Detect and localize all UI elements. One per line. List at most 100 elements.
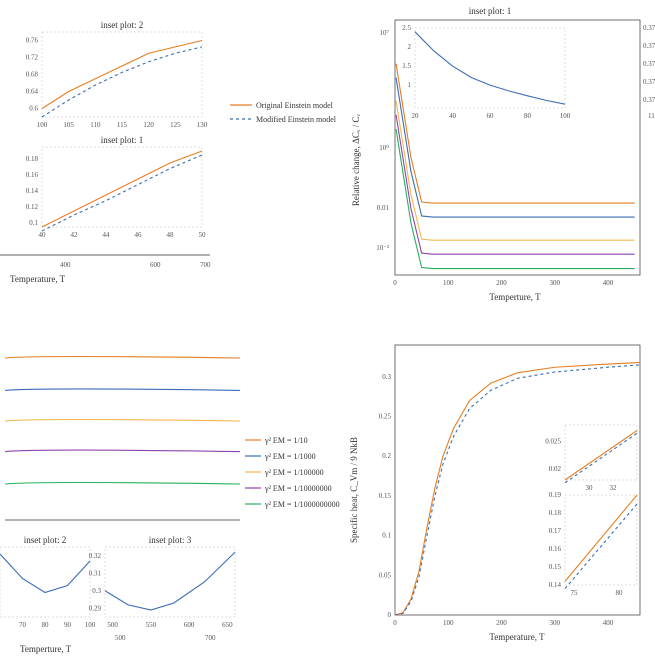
svg-text:20: 20 bbox=[412, 112, 420, 120]
svg-text:0.31: 0.31 bbox=[89, 569, 102, 577]
svg-text:100: 100 bbox=[85, 621, 96, 629]
svg-text:80: 80 bbox=[42, 621, 50, 629]
svg-text:0.18: 0.18 bbox=[549, 509, 562, 517]
svg-text:700: 700 bbox=[200, 261, 211, 269]
svg-text:inset plot: 1: inset plot: 1 bbox=[469, 6, 512, 16]
tr-curves bbox=[396, 64, 635, 269]
svg-text:0.72: 0.72 bbox=[26, 54, 39, 62]
svg-text:γ² EM = 1/1000000000: γ² EM = 1/1000000000 bbox=[264, 500, 340, 509]
svg-text:0: 0 bbox=[393, 619, 397, 627]
svg-text:75: 75 bbox=[571, 589, 579, 597]
svg-text:100: 100 bbox=[560, 112, 571, 120]
svg-text:0.3: 0.3 bbox=[382, 373, 391, 381]
einstein-legend: Original Einstein model Modified Einstei… bbox=[230, 101, 337, 124]
svg-text:0.14: 0.14 bbox=[549, 581, 562, 589]
svg-text:2: 2 bbox=[408, 43, 412, 51]
svg-text:inset plot: 3: inset plot: 3 bbox=[149, 535, 192, 545]
svg-text:80: 80 bbox=[524, 112, 532, 120]
svg-text:Temperature, T: Temperature, T bbox=[489, 632, 545, 642]
svg-text:γ² EM = 1/1000: γ² EM = 1/1000 bbox=[264, 452, 316, 461]
svg-text:0.05: 0.05 bbox=[379, 571, 392, 579]
svg-text:50: 50 bbox=[199, 231, 207, 239]
svg-text:120: 120 bbox=[143, 121, 154, 129]
svg-text:2.5: 2.5 bbox=[402, 24, 411, 32]
svg-text:105: 105 bbox=[63, 121, 74, 129]
svg-text:90: 90 bbox=[64, 621, 72, 629]
svg-text:1: 1 bbox=[408, 81, 412, 89]
svg-text:40: 40 bbox=[39, 231, 47, 239]
svg-text:200: 200 bbox=[496, 279, 507, 287]
svg-text:0.3: 0.3 bbox=[92, 587, 101, 595]
svg-text:110: 110 bbox=[90, 121, 101, 129]
top-right-panel: 10⁷ 10⁰ 0.01 10⁻³ 0100200300400 inset pl… bbox=[345, 0, 655, 320]
svg-text:300: 300 bbox=[550, 619, 561, 627]
inset-2-yticks: 0.60.640.680.720.76 bbox=[26, 37, 39, 113]
svg-text:0.19: 0.19 bbox=[549, 491, 562, 499]
inset-2-title: inset plot: 2 bbox=[101, 20, 144, 30]
svg-text:inset plot: 2: inset plot: 2 bbox=[24, 535, 67, 545]
svg-text:42: 42 bbox=[71, 231, 79, 239]
svg-text:0.68: 0.68 bbox=[26, 71, 39, 79]
svg-text:600: 600 bbox=[150, 261, 161, 269]
svg-text:0.15: 0.15 bbox=[379, 492, 392, 500]
svg-text:650: 650 bbox=[222, 621, 233, 629]
svg-text:0.15: 0.15 bbox=[549, 563, 562, 571]
svg-text:30: 30 bbox=[586, 484, 594, 492]
svg-text:115: 115 bbox=[117, 121, 128, 129]
svg-text:32: 32 bbox=[610, 484, 618, 492]
svg-text:400: 400 bbox=[60, 261, 71, 269]
svg-text:0.16: 0.16 bbox=[549, 545, 562, 553]
svg-text:0.29: 0.29 bbox=[89, 604, 102, 612]
svg-text:γ² EM = 1/10000000: γ² EM = 1/10000000 bbox=[264, 484, 332, 493]
svg-text:0: 0 bbox=[393, 279, 397, 287]
svg-text:10⁻³: 10⁻³ bbox=[376, 244, 389, 252]
svg-text:40: 40 bbox=[449, 112, 457, 120]
svg-text:Temperture, T: Temperture, T bbox=[489, 292, 541, 302]
bl-hlines bbox=[5, 357, 240, 485]
inset-2-xticks: 100105110115120125130 bbox=[37, 121, 208, 129]
svg-text:300: 300 bbox=[550, 279, 561, 287]
svg-text:0.76: 0.76 bbox=[26, 37, 39, 45]
svg-text:125: 125 bbox=[170, 121, 181, 129]
svg-text:Specific heat, C_Vm / 9 NkB: Specific heat, C_Vm / 9 NkB bbox=[349, 437, 359, 543]
svg-text:48: 48 bbox=[167, 231, 175, 239]
svg-text:0.01: 0.01 bbox=[377, 204, 390, 212]
svg-text:0.32: 0.32 bbox=[89, 552, 102, 560]
svg-text:0.373: 0.373 bbox=[643, 60, 655, 68]
svg-text:0.1: 0.1 bbox=[29, 219, 38, 227]
svg-text:10⁰: 10⁰ bbox=[379, 144, 389, 152]
svg-text:0.2: 0.2 bbox=[382, 452, 391, 460]
svg-text:600: 600 bbox=[184, 621, 195, 629]
svg-text:80: 80 bbox=[616, 589, 624, 597]
svg-text:400: 400 bbox=[603, 279, 614, 287]
svg-text:110: 110 bbox=[648, 112, 655, 120]
svg-text:0.375: 0.375 bbox=[643, 24, 655, 32]
svg-text:44: 44 bbox=[103, 231, 111, 239]
svg-text:Original Einstein model: Original Einstein model bbox=[256, 101, 334, 110]
svg-text:0.25: 0.25 bbox=[379, 412, 392, 420]
svg-text:700: 700 bbox=[205, 634, 216, 642]
svg-text:0.12: 0.12 bbox=[26, 203, 39, 211]
svg-text:60: 60 bbox=[487, 112, 495, 120]
svg-text:500: 500 bbox=[115, 634, 126, 642]
svg-text:0.16: 0.16 bbox=[26, 171, 39, 179]
svg-text:0.025: 0.025 bbox=[545, 438, 561, 446]
svg-text:1.5: 1.5 bbox=[402, 62, 411, 70]
svg-text:0.374: 0.374 bbox=[643, 42, 655, 50]
svg-text:0.17: 0.17 bbox=[549, 527, 562, 535]
inset-2-frame bbox=[42, 32, 202, 117]
svg-text:0.371: 0.371 bbox=[643, 96, 655, 104]
inset-1-title: inset plot: 1 bbox=[101, 135, 144, 145]
svg-text:0.18: 0.18 bbox=[26, 155, 39, 163]
svg-text:0.14: 0.14 bbox=[26, 187, 39, 195]
inset-2-curves bbox=[42, 41, 202, 118]
svg-text:400: 400 bbox=[603, 619, 614, 627]
svg-text:γ² EM = 1/100000: γ² EM = 1/100000 bbox=[264, 468, 324, 477]
svg-text:100: 100 bbox=[443, 279, 454, 287]
svg-text:Temperture, T: Temperture, T bbox=[20, 644, 72, 654]
tl-xlabel: Temperature, T bbox=[10, 274, 66, 284]
top-left-panel: inset plot: 2 0.60.640.680.720.76 100105… bbox=[0, 0, 340, 300]
gamma-legend: γ² EM = 1/10γ² EM = 1/1000γ² EM = 1/1000… bbox=[245, 436, 340, 509]
svg-text:500: 500 bbox=[107, 621, 118, 629]
svg-text:200: 200 bbox=[496, 619, 507, 627]
